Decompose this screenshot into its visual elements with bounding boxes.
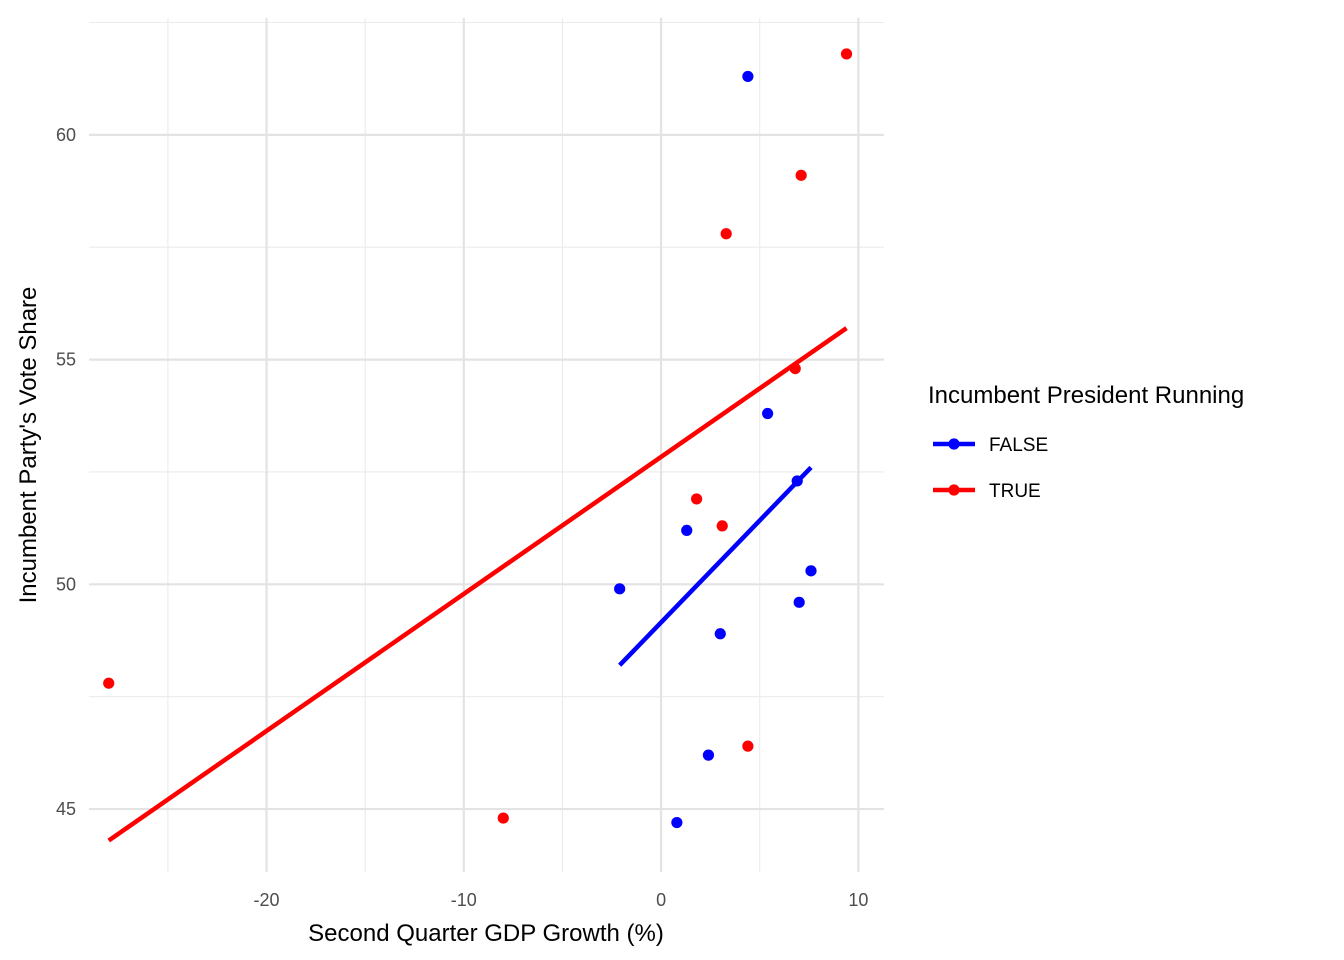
legend: Incumbent President Running FALSE TRUE [928,382,1244,502]
data-point-false [742,70,754,83]
data-point-true [103,677,115,689]
data-point-true [716,520,728,532]
legend-key-point [948,484,960,496]
data-point-false [805,565,817,577]
data-point-false [791,475,803,487]
legend-key-point [948,438,960,450]
data-point-true [742,740,754,752]
x-tick-label: -10 [451,890,477,910]
data-point-true [789,362,801,375]
data-point-true [497,812,509,824]
data-point-false [671,816,683,829]
data-point-true [690,493,703,505]
y-axis-ticks: 45 50 55 60 [56,125,76,819]
data-point-false [702,749,715,761]
legend-label: TRUE [989,481,1041,502]
y-tick-label: 45 [56,799,76,819]
data-point-false [714,628,726,640]
data-point-false [793,596,805,608]
x-tick-label: 10 [848,890,868,910]
data-point-true [795,169,807,181]
data-point-false [762,407,774,420]
x-tick-label: -20 [254,890,280,910]
y-tick-label: 60 [56,125,76,145]
x-axis-title: Second Quarter GDP Growth (%) [308,920,664,947]
legend-items: FALSE TRUE [933,435,1048,502]
y-tick-label: 50 [56,574,76,594]
x-axis-ticks: -20 -10 0 10 [254,890,869,910]
data-point-true [840,48,853,60]
major-gridlines [89,18,884,872]
data-point-false [614,583,626,595]
regression-lines [107,326,848,843]
legend-label: FALSE [989,435,1048,456]
fit-line-false [618,465,813,667]
data-point-false [681,524,693,537]
minor-gridlines [89,18,884,872]
fit-line-true [107,326,848,843]
legend-title: Incumbent President Running [928,382,1244,409]
data-point-true [720,228,732,240]
y-tick-label: 55 [56,350,76,370]
x-tick-label: 0 [656,890,666,910]
data-points [103,48,853,829]
y-axis-title: Incumbent Party's Vote Share [15,287,42,604]
